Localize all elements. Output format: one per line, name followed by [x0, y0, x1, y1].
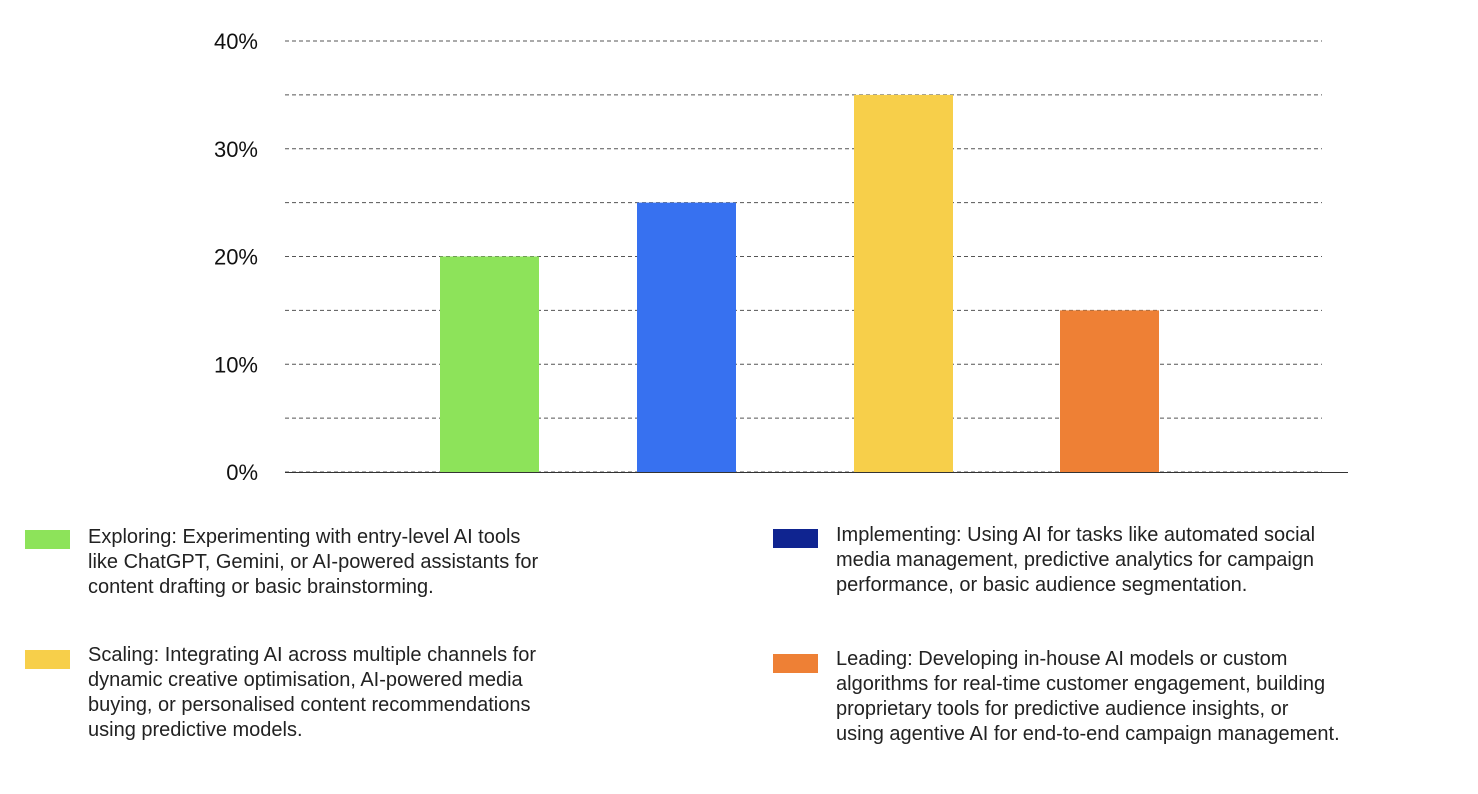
legend-text-scaling: Scaling: Integrating AI across multiple … [88, 643, 536, 743]
legend-line: algorithms for real-time customer engage… [836, 673, 1326, 695]
legend-line: Scaling: Integrating AI across multiple … [88, 644, 537, 666]
legend-line: like ChatGPT, Gemini, or AI-powered assi… [88, 551, 539, 573]
legend-swatch-scaling [25, 650, 70, 669]
y-tick-label: 10% [214, 352, 258, 377]
legend-text-leading: Leading: Developing in-house AI models o… [836, 647, 1340, 747]
bar-leading [1060, 310, 1159, 472]
legend-line: content drafting or basic brainstorming. [88, 576, 434, 598]
legend-swatch-implementing [773, 529, 818, 548]
legend-line: buying, or personalised content recommen… [88, 694, 531, 716]
legend-line: performance, or basic audience segmentat… [836, 574, 1248, 596]
legend-text-exploring: Exploring: Experimenting with entry-leve… [88, 525, 538, 600]
bar-exploring [440, 256, 539, 472]
legend-swatch-exploring [25, 530, 70, 549]
legend-line: using agentive AI for end-to-end campaig… [836, 723, 1340, 745]
legend-swatch-leading [773, 654, 818, 673]
y-tick-label: 30% [214, 137, 258, 162]
legend-line: media management, predictive analytics f… [836, 549, 1315, 571]
legend-line: dynamic creative optimisation, AI-powere… [88, 669, 523, 691]
legend-line: proprietary tools for predictive audienc… [836, 698, 1289, 720]
y-tick-label: 0% [226, 460, 258, 485]
legend-line: Leading: Developing in-house AI models o… [836, 648, 1288, 670]
legend-line: using predictive models. [88, 719, 303, 741]
legend-line: Implementing: Using AI for tasks like au… [836, 524, 1316, 546]
y-tick-label: 20% [214, 245, 258, 270]
legend-line: Exploring: Experimenting with entry-leve… [88, 526, 521, 548]
bar-chart: 0% 10% 20% 30% 40% [214, 29, 1348, 485]
bar-scaling [854, 94, 953, 472]
y-tick-label: 40% [214, 29, 258, 54]
bar-implementing [637, 202, 736, 472]
legend-text-implementing: Implementing: Using AI for tasks like au… [836, 523, 1315, 598]
